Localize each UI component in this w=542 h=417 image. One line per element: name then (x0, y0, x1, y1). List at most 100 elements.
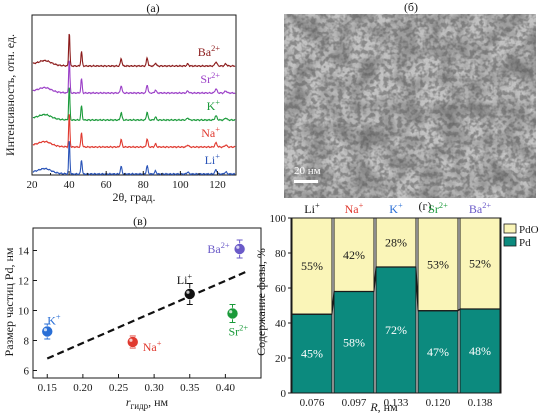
phase-boundary-line (292, 266, 500, 315)
bar-y-tick-label: 40 (275, 318, 287, 330)
data-point-sr (226, 307, 239, 320)
pd-value-label: 72% (385, 323, 407, 337)
bar-y-tick-label: 60 (275, 283, 287, 295)
pdo-value-label: 55% (301, 259, 323, 273)
data-point-li (183, 288, 196, 300)
scatter-x-tick-label: 0.15 (38, 382, 58, 394)
scatter-y-tick-label: 12 (18, 276, 29, 288)
scatter-x-tick-label: 0.30 (145, 382, 165, 394)
point-label-k: K+ (47, 313, 61, 328)
pdo-value-label: 53% (427, 257, 449, 271)
scatter-y-axis-label: Размер частиц Pd, нм (2, 247, 16, 356)
xrd-series-na (32, 114, 236, 149)
scatter-x-tick-label: 0.20 (73, 382, 93, 394)
xrd-x-tick-label: 120 (209, 179, 226, 191)
scatter-x-tick-label: 0.35 (180, 382, 200, 394)
bar-y-tick-label: 0 (281, 388, 287, 400)
xrd-x-tick-label: 40 (64, 179, 76, 191)
bar-category-label: 0.133 (384, 397, 409, 409)
data-point-na (126, 336, 139, 348)
point-highlight (236, 245, 240, 249)
point-highlight (186, 290, 190, 294)
point-highlight (129, 338, 133, 342)
cation-label-k: K+ (389, 201, 403, 216)
scatter-x-tick-label: 0.25 (109, 382, 129, 394)
bar-plot-frame (290, 217, 502, 394)
cation-label-ba: Ba2+ (469, 201, 492, 216)
bar-category-label: 0.097 (342, 397, 367, 409)
bar-y-tick-label: 20 (275, 353, 287, 365)
xrd-plot-frame (31, 14, 237, 176)
bar-pd-0 (291, 313, 333, 394)
pd-value-label: 47% (427, 345, 449, 359)
scatter-x-axis-label: rгидр, нм (126, 395, 169, 411)
pd-value-label: 45% (301, 347, 323, 361)
xrd-series-label-ba: Ba2+ (198, 44, 221, 59)
xrd-series-sr (32, 60, 236, 95)
point-label-li: Li+ (177, 272, 193, 287)
xrd-x-tick-label: 20 (27, 179, 39, 191)
scatter-y-tick-label: 6 (24, 366, 30, 378)
bar-pdo-0 (291, 217, 333, 315)
bar-pd-2 (375, 266, 417, 394)
bar-pdo-2 (375, 217, 417, 268)
bar-pdo-4 (459, 217, 501, 310)
scatter-x-tick-label: 0.40 (216, 382, 236, 394)
xrd-x-axis-label: 2θ, град. (112, 190, 155, 204)
xrd-series-label-na: Na+ (201, 125, 220, 140)
pdo-value-label: 42% (343, 248, 365, 262)
pd-value-label: 48% (469, 344, 491, 358)
xrd-x-tick-label: 80 (138, 179, 150, 191)
xrd-x-tick-label: 60 (101, 179, 113, 191)
bar-category-label: 0.120 (426, 397, 451, 409)
particle-size-chart: 0.15 0.20 0.25 0.30 0.35 0.40 6 8 10 12 14 K+ Na+ Li… (2, 227, 262, 411)
legend-swatch-pd (503, 236, 517, 247)
data-point-ba (233, 243, 246, 255)
panel-d-label: (г) (419, 199, 432, 213)
scatter-y-tick-label: 8 (24, 336, 30, 348)
legend-label-pd: Pd (519, 237, 531, 249)
xrd-series-label-li: Li+ (205, 152, 221, 167)
scale-bar-label: 20 нм (294, 165, 321, 177)
scatter-y-tick-label: 10 (18, 306, 30, 318)
scatter-y-tick-label: 14 (18, 246, 30, 258)
pd-value-label: 58% (343, 335, 365, 349)
data-point-k (41, 325, 54, 338)
xrd-series-label-k: K+ (207, 98, 221, 113)
bar-category-label: 0.138 (468, 397, 493, 409)
xrd-y-axis-label: Интенсивность, отн. ед. (3, 34, 17, 156)
xrd-series-li (32, 140, 236, 176)
bar-y-tick-label: 100 (270, 213, 287, 225)
bar-pdo-3 (417, 217, 459, 312)
point-label-sr: Sr2+ (229, 324, 249, 339)
cation-label-sr: Sr2+ (428, 201, 448, 216)
scatter-plot-frame (32, 227, 262, 379)
cation-label-li: Li+ (304, 201, 320, 216)
phase-content-chart: 55% 45% 42% 58% 28% 72% 53% 47% 52% 48% 0 20 40 60 80… (254, 201, 539, 414)
bar-x-axis-label: R, нм (369, 400, 398, 414)
bar-category-label: 0.076 (300, 397, 325, 409)
tem-micrograph: 20 нм (284, 14, 536, 198)
bar-pd-1 (333, 291, 375, 394)
point-label-na: Na+ (143, 339, 162, 354)
tem-image: 20 нм (284, 14, 536, 198)
panel-a-label: (a) (146, 1, 159, 15)
point-highlight (229, 310, 233, 314)
pdo-value-label: 28% (385, 236, 407, 250)
scale-bar (294, 180, 318, 183)
bar-y-tick-label: 80 (275, 248, 287, 260)
xrd-series-label-sr: Sr2+ (200, 71, 220, 86)
panel-b-label: (б) (404, 0, 418, 14)
point-highlight (43, 328, 48, 332)
point-label-ba: Ba2+ (207, 241, 230, 256)
bar-pdo-1 (333, 217, 375, 292)
xrd-series-ba (32, 33, 236, 68)
trend-line (46, 270, 248, 360)
legend-label-pdo: PdO (519, 224, 539, 236)
bar-y-axis-label: Содержание фазы, % (254, 248, 268, 356)
xrd-series-k (32, 87, 236, 122)
legend-swatch-pdo (503, 223, 517, 234)
panel-c-label: (в) (133, 214, 147, 228)
xrd-x-tick-label: 100 (172, 179, 189, 191)
